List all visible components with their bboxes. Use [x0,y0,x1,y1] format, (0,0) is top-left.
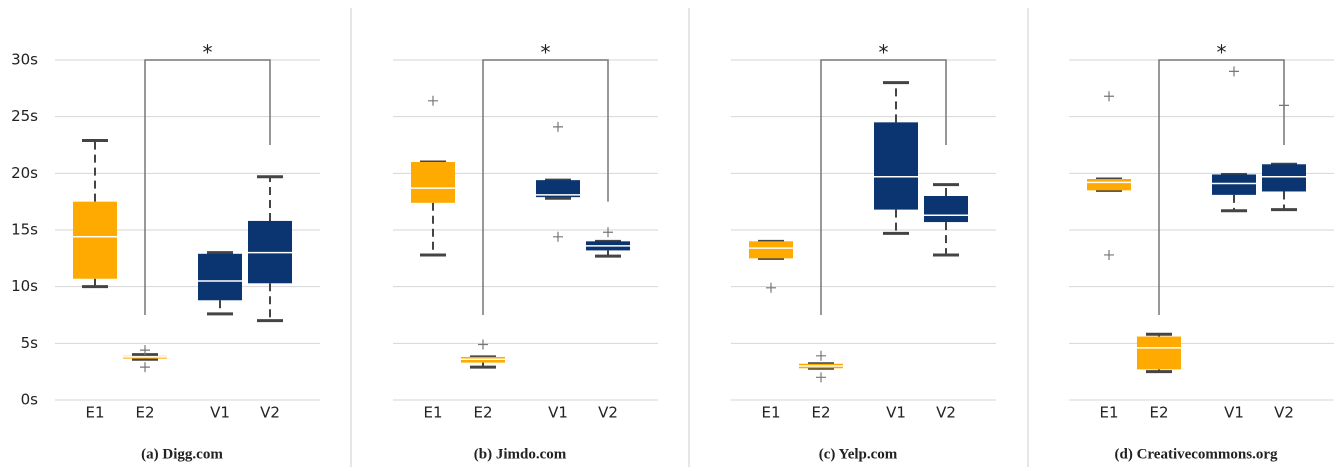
significance-label: * [879,41,889,65]
x-tick-label: E2 [473,404,492,422]
box [749,241,793,259]
outlier [553,231,563,242]
significance-bracket [1158,59,1285,316]
box [1262,164,1306,192]
x-tick-label: E2 [1149,404,1168,422]
outlier [603,227,613,238]
box [1212,174,1256,195]
significance-label: * [203,41,213,65]
box [1137,336,1181,370]
outlier [816,372,826,383]
significance-label: * [541,41,551,65]
x-tick-label: E2 [811,404,830,422]
outlier [553,121,563,132]
outlier [766,282,776,293]
box [1087,179,1131,191]
box [924,196,968,223]
y-tick-label: 30s [11,51,38,69]
y-tick-label: 25s [11,107,38,125]
significance-label: * [1217,41,1227,65]
x-tick-label: E1 [1099,404,1118,422]
outlier [1104,249,1114,260]
significance-bracket [144,59,271,316]
outlier [140,362,150,373]
x-tick-label: V2 [936,404,956,422]
panel-caption: (a) Digg.com [141,446,223,462]
y-tick-label: 20s [11,164,38,182]
outlier [428,95,438,106]
x-tick-label: V1 [886,404,906,422]
x-tick-label: V1 [210,404,230,422]
panel-caption: (d) Creativecommons.org [1114,446,1278,462]
outlier [140,345,150,356]
x-tick-label: E1 [761,404,780,422]
panel-caption: (c) Yelp.com [819,446,898,462]
box [198,253,242,301]
x-tick-label: E2 [135,404,154,422]
x-tick-label: V1 [548,404,568,422]
x-tick-label: E1 [85,404,104,422]
outlier [478,339,488,350]
outlier [1229,66,1239,77]
x-tick-label: V2 [1274,404,1294,422]
x-tick-label: E1 [423,404,442,422]
y-tick-label: 10s [11,277,38,295]
x-tick-label: V2 [260,404,280,422]
outlier [1104,91,1114,102]
box [411,162,455,203]
outlier [816,350,826,361]
box [73,201,117,279]
y-tick-label: 0s [21,391,39,409]
y-tick-label: 5s [21,334,39,352]
significance-bracket [820,59,947,316]
x-tick-label: V1 [1224,404,1244,422]
y-tick-label: 15s [11,221,38,239]
x-tick-label: V2 [598,404,618,422]
panel-caption: (b) Jimdo.com [474,446,567,462]
box [536,180,580,198]
significance-bracket [482,59,609,316]
box [874,122,918,210]
